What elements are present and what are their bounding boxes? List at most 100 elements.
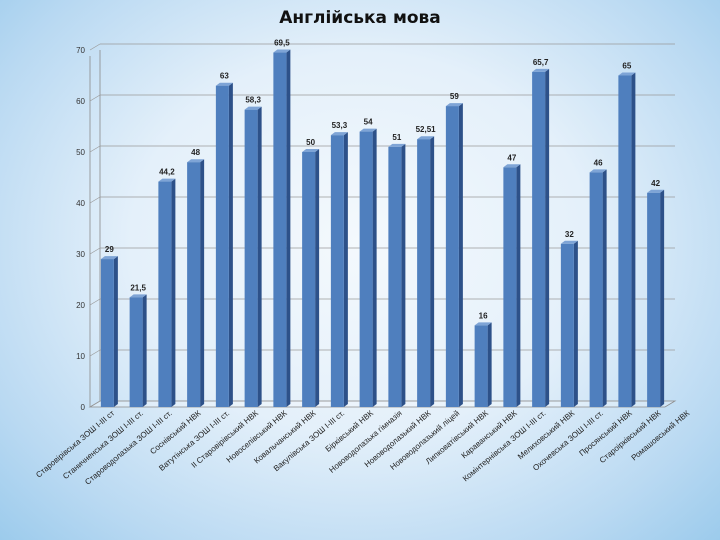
bar-front bbox=[388, 146, 402, 407]
bar-top bbox=[187, 159, 205, 163]
bar-side bbox=[142, 294, 147, 407]
data-label: 54 bbox=[364, 118, 373, 127]
bar-top bbox=[388, 143, 406, 147]
bar-side bbox=[573, 240, 578, 407]
bar-layer bbox=[100, 49, 665, 408]
bar-top bbox=[503, 164, 521, 168]
data-label: 50 bbox=[306, 138, 315, 147]
bar-front bbox=[100, 259, 114, 407]
bar bbox=[273, 49, 291, 408]
bar-side bbox=[545, 68, 550, 408]
bar bbox=[532, 68, 550, 408]
bar bbox=[330, 132, 348, 408]
data-label: 29 bbox=[105, 245, 114, 254]
bar-front bbox=[215, 85, 229, 407]
bar bbox=[417, 136, 435, 407]
bar-top bbox=[330, 132, 348, 136]
gridline-side bbox=[89, 145, 101, 153]
bar-top bbox=[244, 106, 262, 110]
bar bbox=[445, 103, 463, 407]
bar-front bbox=[503, 167, 517, 407]
y-tick-label: 0 bbox=[81, 403, 86, 412]
bar bbox=[100, 256, 118, 407]
bar-side bbox=[430, 136, 435, 407]
bar bbox=[618, 72, 636, 407]
bar-front bbox=[273, 52, 287, 408]
chart-title: Англійська мова bbox=[279, 8, 441, 28]
bar-top bbox=[158, 178, 176, 182]
bar-top bbox=[302, 149, 320, 152]
bar bbox=[158, 178, 176, 407]
bar bbox=[474, 322, 492, 407]
data-label: 48 bbox=[191, 148, 200, 157]
category-label: Соснівський НВК bbox=[148, 408, 202, 456]
y-tick-label: 60 bbox=[76, 97, 85, 106]
bar-top bbox=[417, 136, 435, 140]
gridline-side bbox=[89, 196, 101, 204]
data-label: 69,5 bbox=[274, 39, 290, 48]
data-label: 46 bbox=[594, 158, 603, 167]
bar-side bbox=[602, 169, 607, 407]
bar-side bbox=[257, 106, 262, 408]
bar-top bbox=[100, 256, 118, 260]
bar-side bbox=[113, 256, 118, 407]
bar-top bbox=[618, 72, 636, 76]
bar-top bbox=[560, 240, 578, 244]
gridline-side bbox=[89, 43, 101, 51]
bar bbox=[129, 294, 147, 407]
bar-front bbox=[359, 131, 373, 407]
bar-front bbox=[417, 139, 431, 407]
bar-front bbox=[474, 325, 488, 407]
bar-side bbox=[458, 103, 463, 407]
chart-floor bbox=[88, 400, 677, 408]
data-label: 51 bbox=[392, 133, 401, 142]
bar-side bbox=[401, 143, 406, 407]
bar-front bbox=[589, 172, 603, 407]
bar bbox=[302, 149, 320, 407]
y-tick-label: 70 bbox=[76, 46, 85, 55]
bar bbox=[359, 128, 377, 407]
bar-side bbox=[487, 322, 492, 407]
gridline-side bbox=[89, 349, 101, 357]
bar-front bbox=[244, 109, 258, 408]
bar-side bbox=[228, 82, 233, 407]
bar-front bbox=[560, 243, 574, 407]
data-label: 65 bbox=[622, 62, 631, 71]
bar-side bbox=[516, 164, 521, 407]
bar bbox=[589, 169, 607, 407]
bar bbox=[215, 82, 233, 407]
bar-side bbox=[200, 159, 205, 407]
bar-top bbox=[129, 294, 147, 298]
bar-front bbox=[302, 152, 316, 407]
data-label: 53,3 bbox=[332, 121, 348, 130]
bar bbox=[244, 106, 262, 408]
bar-side bbox=[343, 132, 348, 408]
bar-side bbox=[631, 72, 636, 407]
y-tick-label: 50 bbox=[76, 148, 85, 157]
bar-front bbox=[532, 71, 546, 408]
bar-front bbox=[647, 192, 661, 407]
bar bbox=[560, 240, 578, 407]
data-label: 32 bbox=[565, 230, 574, 239]
data-label: 58,3 bbox=[245, 96, 261, 105]
bar bbox=[503, 164, 521, 407]
y-tick-label: 20 bbox=[76, 301, 85, 310]
bar-top bbox=[273, 49, 291, 53]
bar-top bbox=[445, 103, 463, 107]
bar-side bbox=[286, 49, 291, 408]
bar-side bbox=[372, 128, 377, 407]
gridline-side bbox=[89, 94, 101, 102]
data-label: 44,2 bbox=[159, 168, 175, 177]
bar-side bbox=[660, 189, 665, 407]
bar bbox=[388, 143, 406, 407]
bar bbox=[187, 159, 205, 407]
y-tick-label: 10 bbox=[76, 352, 85, 361]
y-tick-label: 30 bbox=[76, 250, 85, 259]
bar-front bbox=[129, 297, 143, 407]
data-label: 47 bbox=[507, 153, 516, 162]
bar-top bbox=[647, 189, 665, 193]
bar-front bbox=[445, 106, 459, 407]
bar-front bbox=[618, 75, 632, 407]
gridline-side bbox=[89, 298, 101, 306]
